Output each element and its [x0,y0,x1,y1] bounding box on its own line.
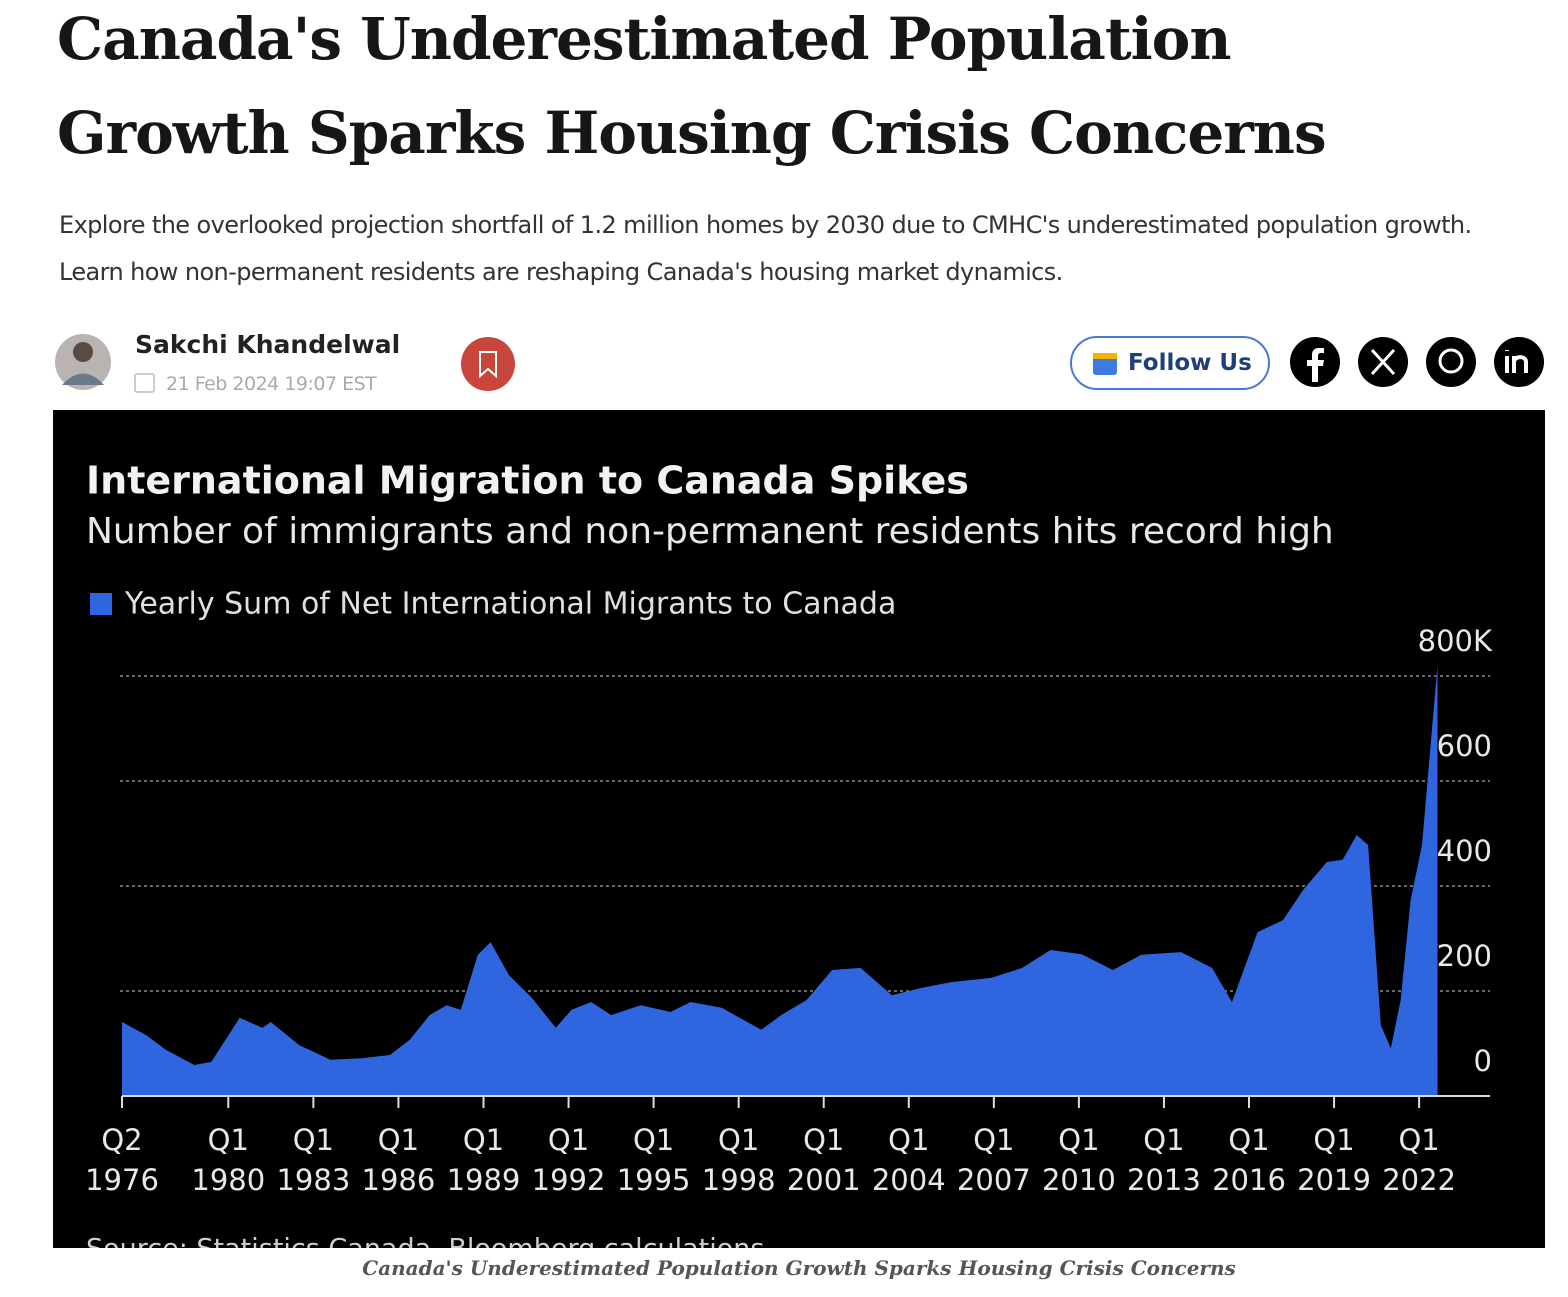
x-tick-label: Q1 2016 [1212,1123,1286,1197]
chart-image: International Migration to Canada Spikes… [53,410,1545,1248]
facebook-icon [1307,348,1324,382]
linkedin-button[interactable] [1494,337,1544,387]
x-icon [1370,348,1396,376]
avatar-body [62,373,104,385]
y-tick-label: 600 [1437,729,1492,763]
author-name[interactable]: Sakchi Khandelwal [135,330,401,359]
article-subtitle: Explore the overlooked projection shortf… [59,211,1472,286]
whatsapp-icon [1438,348,1464,374]
x-tick-label: Q1 1995 [616,1123,691,1197]
x-tick-label: Q1 1980 [191,1123,266,1197]
image-caption: Canada's Underestimated Population Growt… [362,1256,1236,1280]
y-tick-label: 800K [1418,624,1493,658]
publish-date: 21 Feb 2024 19:07 EST [166,373,377,395]
x-tick-label: Q1 2001 [786,1123,861,1197]
x-tick-label: Q1 2004 [871,1123,946,1197]
x-tick-label: Q1 2022 [1382,1123,1457,1197]
x-tick-label: Q1 2007 [956,1123,1031,1197]
y-tick-label: 400 [1437,834,1492,868]
x-tick-label: Q1 1986 [361,1123,436,1197]
x-tick-label: Q1 2013 [1127,1123,1201,1197]
x-tick-label: Q1 2010 [1041,1123,1116,1197]
x-tick-label: Q1 1998 [701,1123,776,1197]
follow-button[interactable]: Follow Us [1070,336,1270,390]
x-tick-label: Q1 1992 [531,1123,606,1197]
whatsapp-button[interactable] [1426,337,1476,387]
bookmark-button[interactable] [461,337,515,391]
google-news-icon-band [1093,353,1117,359]
x-tick-label: Q2 1976 [85,1123,159,1197]
x-tick-label: Q1 2019 [1297,1123,1371,1197]
chart-subtitle: Number of immigrants and non-permanent r… [86,511,1334,552]
x-tick-label: Q1 1983 [276,1123,351,1197]
article-title: Canada's Underestimated Population Growt… [57,5,1327,167]
avatar-face [73,342,93,362]
follow-label: Follow Us [1128,350,1252,376]
chart-source: Source: Statistics Canada, Bloomberg cal… [86,1234,764,1249]
bookmark-icon [479,351,497,379]
y-tick-label: 200 [1437,939,1492,973]
byline-icons [55,334,1544,393]
x-tick-label: Q1 1989 [446,1123,521,1197]
legend-label: Yearly Sum of Net International Migrants… [124,587,896,622]
calendar-icon [134,373,155,393]
linkedin-icon [1505,350,1528,373]
legend-swatch [90,593,112,615]
chart: International Migration to Canada Spikes… [86,459,1493,1249]
y-tick-label: 0 [1474,1044,1492,1078]
chart-title: International Migration to Canada Spikes [86,459,969,503]
area [122,665,1438,1096]
